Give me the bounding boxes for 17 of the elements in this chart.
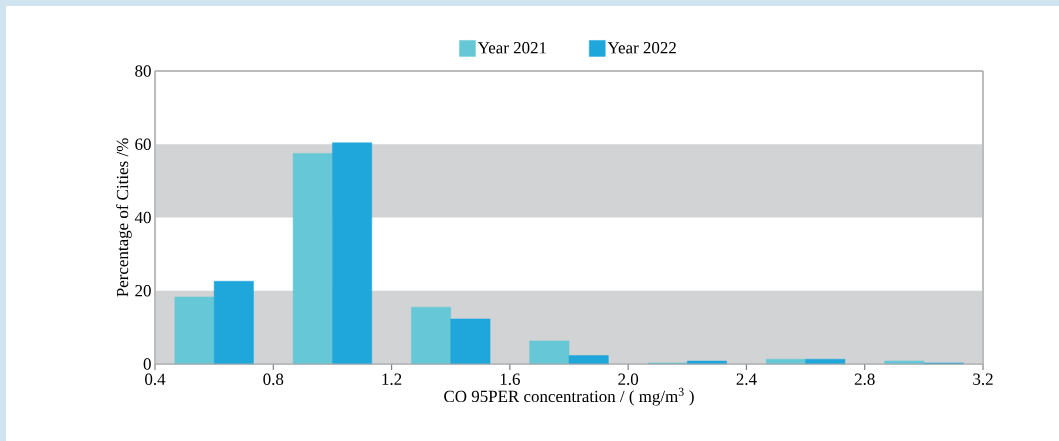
y-tick-label: 20 (135, 285, 151, 297)
legend-label: Year 2022 (607, 42, 676, 54)
x-tick-label: 2.0 (618, 373, 639, 385)
x-tick-label: 2.4 (736, 373, 757, 385)
y-tick-label: 80 (135, 65, 151, 77)
x-tick-label: 2.8 (854, 373, 875, 385)
y-axis-title: Percentage of Cities /% (116, 138, 132, 297)
x-axis-title: CO 95PER concentration / ( mg/m$^{3}$ ) (444, 387, 694, 406)
x-tick-label: 0.8 (263, 373, 284, 385)
legend-label: Year 2021 (477, 42, 546, 54)
x-tick-label: 1.6 (500, 373, 520, 385)
x-tick-label: 3.2 (973, 373, 993, 385)
x-tick-label: 0.4 (145, 373, 166, 385)
y-tick-label: 40 (134, 211, 151, 224)
x-tick-label: 1.2 (382, 373, 402, 385)
y-tick-label: 0 (143, 358, 151, 370)
y-tick-label: 60 (135, 138, 151, 150)
